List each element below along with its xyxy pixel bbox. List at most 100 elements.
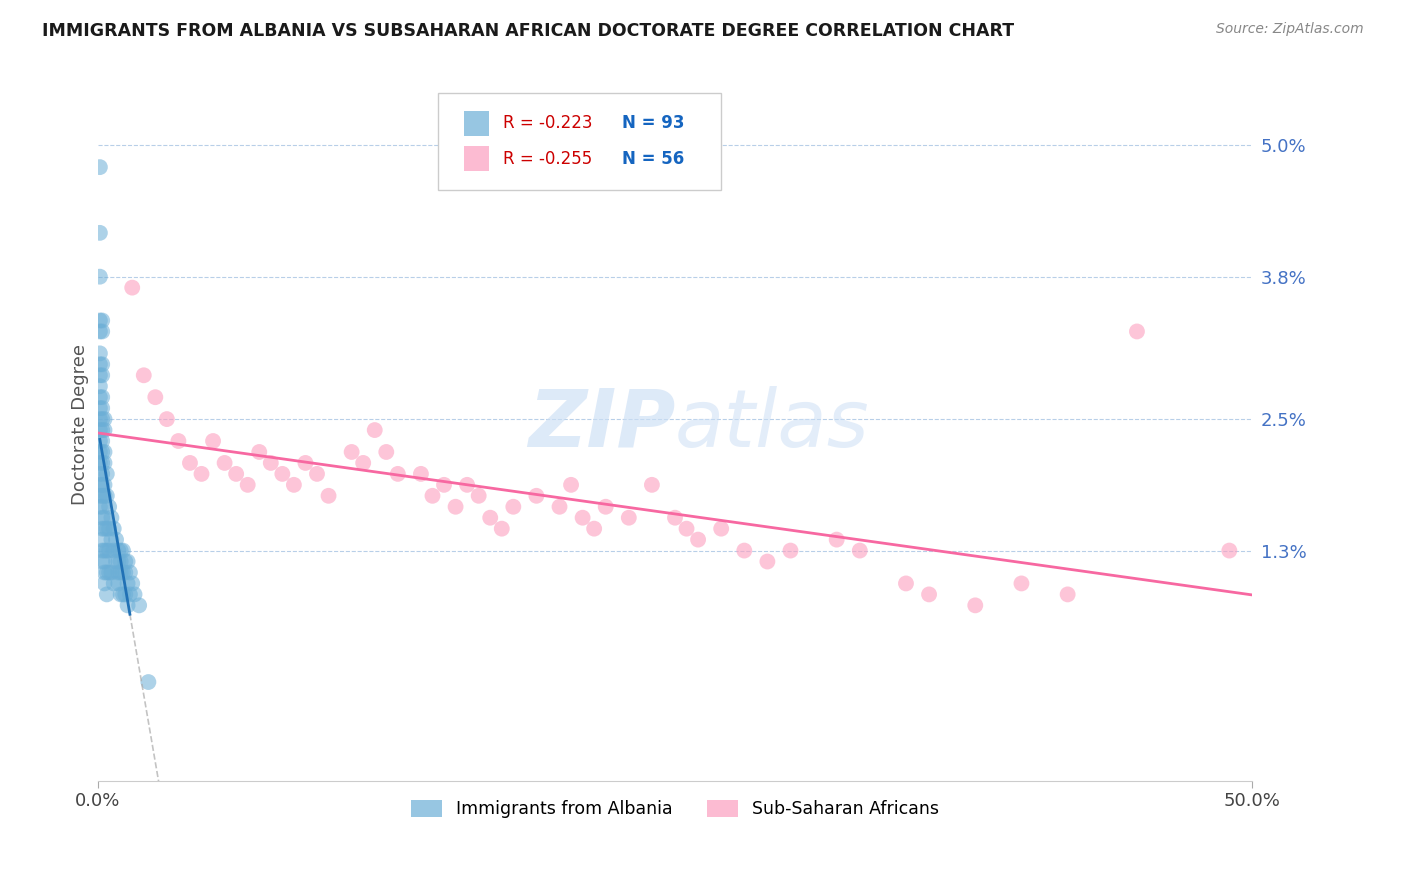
Point (132, 368, 155, 383)
Point (91, 478, 114, 492)
Text: R = -0.223: R = -0.223 (503, 114, 592, 132)
Text: ZIP: ZIP (527, 385, 675, 464)
Point (364, 423, 387, 437)
Point (143, 390, 166, 404)
Point (107, 576, 129, 591)
Point (422, 489, 444, 503)
Point (91, 368, 114, 383)
Point (118, 587, 141, 601)
Point (375, 445, 398, 459)
Point (118, 566, 141, 580)
Point (456, 478, 478, 492)
Point (110, 543, 132, 558)
Point (1126, 325, 1149, 339)
Point (91, 500, 114, 514)
Point (965, 599, 987, 613)
Point (89, 313, 111, 327)
Point (688, 533, 710, 547)
Point (617, 510, 640, 524)
Point (91, 412, 114, 426)
Point (100, 533, 122, 547)
Point (179, 456, 201, 470)
Point (271, 467, 294, 481)
Point (98, 522, 121, 536)
Point (93, 522, 115, 536)
Point (117, 599, 139, 613)
Point (114, 587, 136, 601)
Point (502, 500, 524, 514)
Point (111, 543, 134, 558)
Point (96, 566, 118, 580)
Point (825, 533, 848, 547)
Point (560, 478, 582, 492)
Point (96, 522, 118, 536)
Point (107, 543, 129, 558)
Point (93, 555, 115, 569)
Point (96, 489, 118, 503)
Point (91, 467, 114, 481)
Point (91, 401, 114, 416)
Point (111, 587, 134, 601)
Point (571, 510, 593, 524)
Text: N = 93: N = 93 (621, 114, 685, 132)
Point (117, 555, 139, 569)
Point (1011, 576, 1033, 591)
Point (89, 478, 111, 492)
Point (93, 456, 115, 470)
Point (91, 522, 114, 536)
Point (202, 434, 225, 448)
Point (89, 390, 111, 404)
Point (91, 489, 114, 503)
Point (89, 401, 111, 416)
Point (548, 500, 571, 514)
Point (352, 456, 374, 470)
Point (664, 510, 686, 524)
Text: atlas: atlas (675, 385, 870, 464)
Point (214, 456, 236, 470)
Point (96, 467, 118, 481)
Point (121, 280, 143, 294)
Point (675, 522, 697, 536)
Point (583, 522, 606, 536)
Point (93, 445, 115, 459)
Point (93, 576, 115, 591)
Point (110, 587, 132, 601)
Point (93, 412, 115, 426)
Point (236, 478, 259, 492)
Point (93, 510, 115, 524)
Point (89, 379, 111, 393)
Point (93, 423, 115, 437)
Point (128, 599, 150, 613)
Point (93, 478, 115, 492)
Point (91, 325, 114, 339)
Point (103, 522, 125, 536)
Point (89, 325, 111, 339)
Point (756, 555, 779, 569)
Point (107, 555, 129, 569)
Point (100, 566, 122, 580)
Point (318, 489, 340, 503)
Point (110, 566, 132, 580)
Point (103, 576, 125, 591)
Point (91, 510, 114, 524)
Point (156, 412, 179, 426)
Point (467, 489, 489, 503)
Text: IMMIGRANTS FROM ALBANIA VS SUBSAHARAN AFRICAN DOCTORATE DEGREE CORRELATION CHART: IMMIGRANTS FROM ALBANIA VS SUBSAHARAN AF… (42, 22, 1014, 40)
Point (710, 522, 733, 536)
Y-axis label: Doctorate Degree: Doctorate Degree (72, 344, 89, 505)
Point (107, 566, 129, 580)
Point (733, 543, 755, 558)
Point (98, 543, 121, 558)
Point (98, 500, 121, 514)
Point (93, 489, 115, 503)
Point (91, 445, 114, 459)
Point (124, 587, 146, 601)
Bar (464, 111, 489, 136)
Point (91, 313, 114, 327)
Point (105, 555, 128, 569)
Point (89, 346, 111, 360)
Point (444, 500, 467, 514)
Point (121, 576, 143, 591)
Point (89, 445, 111, 459)
Point (89, 368, 111, 383)
